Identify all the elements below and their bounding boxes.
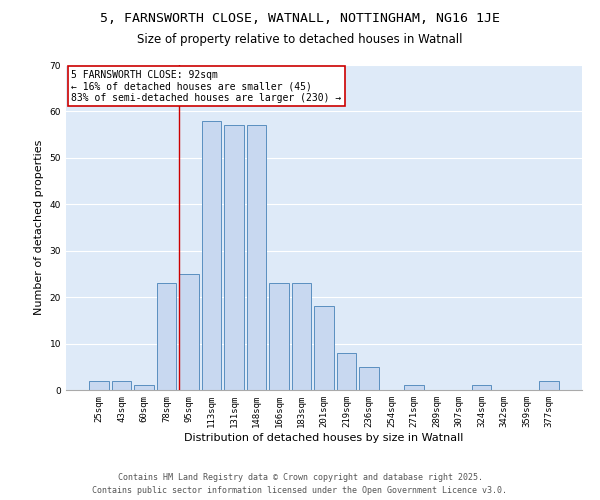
Bar xyxy=(337,353,356,390)
Bar xyxy=(269,283,289,390)
Bar xyxy=(359,367,379,390)
Bar xyxy=(224,126,244,390)
Bar xyxy=(134,386,154,390)
Bar xyxy=(112,380,131,390)
X-axis label: Distribution of detached houses by size in Watnall: Distribution of detached houses by size … xyxy=(184,432,464,442)
Bar xyxy=(202,120,221,390)
Y-axis label: Number of detached properties: Number of detached properties xyxy=(34,140,44,315)
Bar xyxy=(539,380,559,390)
Text: 5, FARNSWORTH CLOSE, WATNALL, NOTTINGHAM, NG16 1JE: 5, FARNSWORTH CLOSE, WATNALL, NOTTINGHAM… xyxy=(100,12,500,26)
Bar xyxy=(157,283,176,390)
Bar xyxy=(179,274,199,390)
Bar xyxy=(292,283,311,390)
Bar xyxy=(247,126,266,390)
Bar xyxy=(89,380,109,390)
Text: Contains HM Land Registry data © Crown copyright and database right 2025.
Contai: Contains HM Land Registry data © Crown c… xyxy=(92,474,508,495)
Text: 5 FARNSWORTH CLOSE: 92sqm
← 16% of detached houses are smaller (45)
83% of semi-: 5 FARNSWORTH CLOSE: 92sqm ← 16% of detac… xyxy=(71,70,341,103)
Bar xyxy=(404,386,424,390)
Text: Size of property relative to detached houses in Watnall: Size of property relative to detached ho… xyxy=(137,32,463,46)
Bar xyxy=(314,306,334,390)
Bar xyxy=(472,386,491,390)
